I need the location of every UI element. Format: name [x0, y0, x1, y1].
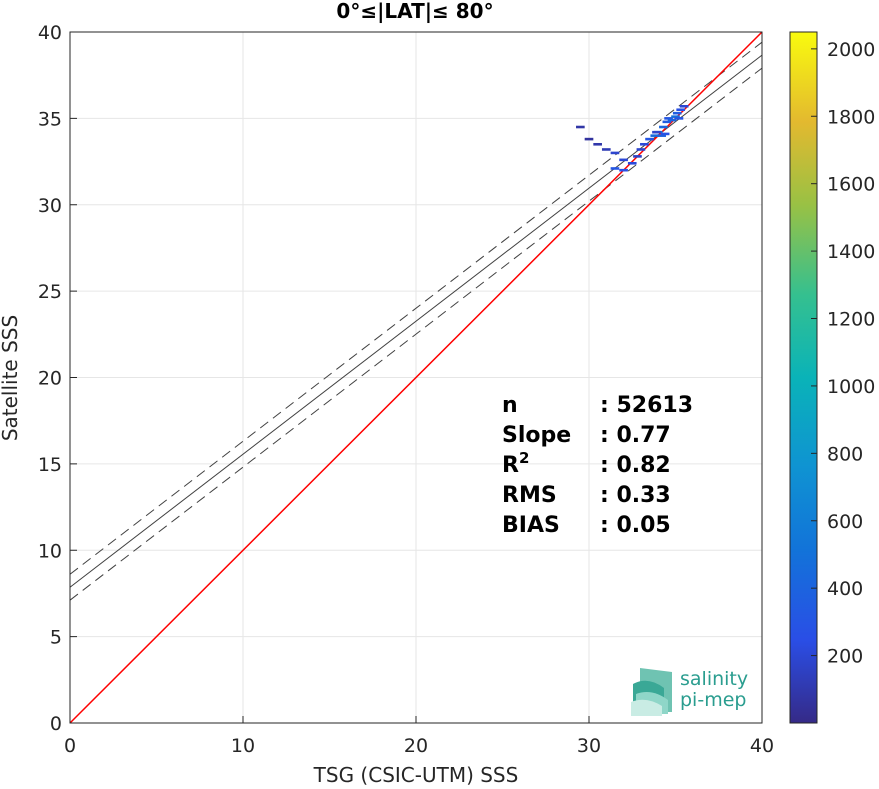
density-cell [650, 134, 660, 137]
logo-line2: pi-mep [680, 689, 746, 711]
y-tick-label: 5 [50, 627, 62, 649]
density-cell [664, 117, 673, 120]
chart-title: 0°≤|LAT|≤ 80° [336, 0, 493, 23]
colorbar-tick-label: 200 [827, 646, 863, 668]
y-tick-label: 15 [38, 454, 62, 476]
stat-value: : 0.77 [600, 423, 671, 448]
density-cell [652, 130, 661, 134]
wave-logo-icon [631, 668, 672, 716]
density-cell [619, 168, 628, 172]
density-cell [676, 108, 686, 112]
y-tick-label: 20 [38, 368, 62, 390]
x-tick-label: 20 [404, 735, 428, 757]
statistics-block: n : 52613 Slope : 0.77 R2 : 0.82 RMS : 0.33 BIAS… [502, 393, 693, 538]
colorbar-tick-label: 1600 [827, 174, 875, 196]
stat-superscript: 2 [519, 449, 529, 467]
density-cell [679, 104, 689, 108]
colorbar-tick-label: 1400 [827, 241, 875, 263]
density-cell [672, 111, 682, 115]
y-tick-label: 25 [38, 281, 62, 303]
density-cell [660, 132, 670, 136]
colorbar-ticks: 200 400 600 800 1000 1200 1400 1600 1800 2000 [811, 39, 875, 668]
stat-label: RMS [502, 483, 557, 508]
stat-label: R2 [502, 449, 529, 478]
x-tick-label: 40 [750, 735, 774, 757]
colorbar-tick-label: 600 [827, 511, 863, 533]
density-cell [640, 142, 649, 146]
y-tick-label: 40 [38, 22, 62, 44]
stat-value: : 52613 [600, 393, 693, 418]
density-cell [657, 134, 666, 137]
density-cell [584, 137, 594, 141]
density-cell [633, 155, 642, 158]
density-cell [636, 148, 646, 151]
fit-bound-line [69, 41, 763, 575]
density-cell [645, 137, 654, 141]
density-cells [576, 104, 689, 172]
colorbar-tick-label: 1200 [827, 309, 875, 331]
colorbar-tick-label: 1000 [827, 376, 875, 398]
x-axis-label: TSG (CSIC-UTM) SSS [313, 763, 519, 787]
salinity-pimep-logo: salinity pi-mep [631, 668, 748, 716]
stat-value: : 0.82 [600, 453, 671, 478]
density-cell [674, 117, 684, 120]
stat-label: n [502, 393, 518, 418]
y-axis-label: Satellite SSS [0, 315, 22, 441]
y-tick-label: 30 [38, 195, 62, 217]
y-axis-ticks: 0 5 10 15 20 25 30 35 40 [38, 22, 77, 735]
x-tick-label: 30 [577, 735, 601, 757]
y-tick-label: 0 [50, 713, 62, 735]
density-cell [610, 167, 620, 170]
density-cell [593, 142, 602, 146]
colorbar [789, 31, 818, 724]
stat-label: BIAS [502, 513, 560, 538]
density-cell [671, 115, 680, 118]
fit-bound-line [69, 67, 763, 601]
colorbar-tick-label: 400 [827, 578, 863, 600]
logo-line1: salinity [680, 668, 748, 690]
colorbar-tick-label: 800 [827, 443, 863, 465]
density-cell [659, 125, 668, 129]
one-to-one-line [69, 31, 763, 724]
x-axis-ticks: 0 10 20 30 40 [64, 716, 774, 757]
stat-value: : 0.33 [600, 483, 671, 508]
stat-label: Slope [502, 423, 571, 448]
y-tick-label: 35 [38, 108, 62, 130]
x-tick-label: 0 [64, 735, 76, 757]
colorbar-tick-label: 1800 [827, 106, 875, 128]
density-cell [576, 125, 585, 129]
density-cell [610, 151, 620, 155]
colorbar-tick-label: 2000 [827, 39, 875, 61]
density-cell [619, 158, 628, 162]
x-tick-label: 10 [231, 735, 255, 757]
density-cell [662, 120, 672, 124]
y-tick-label: 10 [38, 540, 62, 562]
density-cell [667, 118, 677, 122]
density-cell [627, 161, 637, 165]
density-cell [601, 148, 611, 151]
stat-value: : 0.05 [600, 513, 671, 538]
